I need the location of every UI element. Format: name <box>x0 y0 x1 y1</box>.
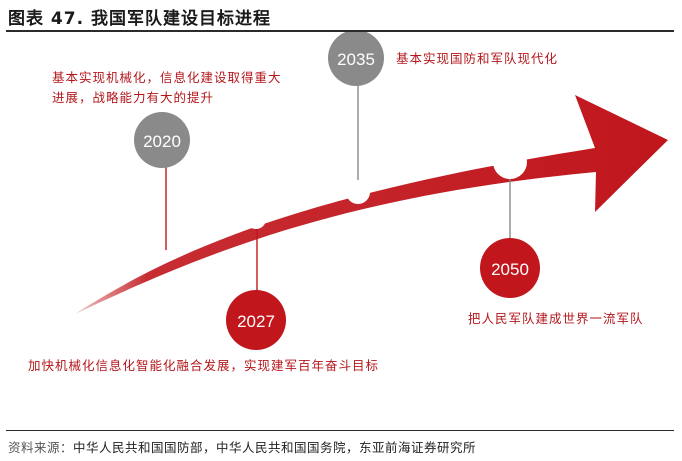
description-2050: 把人民军队建成世界一流军队 <box>468 309 644 329</box>
description-2050-line-1: 把人民军队建成世界一流军队 <box>468 311 644 326</box>
milestone-2050: 2050 <box>480 238 540 298</box>
description-2035-line-1: 基本实现国防和军队现代化 <box>396 51 559 66</box>
description-2035: 基本实现国防和军队现代化 <box>396 49 558 69</box>
description-2027-line-1: 加快机械化信息化智能化融合发展，实现建军百年奋斗目标 <box>28 358 380 373</box>
milestone-2020: 2020 <box>134 112 190 168</box>
description-2020-line-1: 基本实现机械化，信息化建设取得重大 <box>52 70 282 85</box>
source-label: 资料来源： <box>8 440 74 455</box>
marker-2035 <box>346 180 370 204</box>
year-bubble-2035 <box>328 30 384 86</box>
description-2020: 基本实现机械化，信息化建设取得重大 进展，战略能力有大的提升 <box>52 68 282 108</box>
year-label-2050: 2050 <box>491 260 529 279</box>
marker-2027 <box>246 209 266 229</box>
year-bubble-2020 <box>134 112 190 168</box>
source-note: 资料来源：中华人民共和国国防部，中华人民共和国国务院，东亚前海证券研究所 <box>8 437 476 456</box>
year-bubble-2027 <box>226 290 286 350</box>
marker-2020 <box>160 250 172 262</box>
figure-title: 图表 47. 我国军队建设目标进程 <box>8 9 271 29</box>
marker-2050 <box>493 145 527 179</box>
footer-divider <box>6 430 674 431</box>
year-label-2020: 2020 <box>143 132 181 151</box>
year-bubble-2050 <box>480 238 540 298</box>
milestone-2027: 2027 <box>226 290 286 350</box>
progress-arrow <box>75 95 668 314</box>
year-label-2027: 2027 <box>237 312 275 331</box>
description-2020-line-2: 进展，战略能力有大的提升 <box>52 90 215 105</box>
milestone-2035: 2035 <box>328 30 384 86</box>
source-text: 中华人民共和国国防部，中华人民共和国国务院，东亚前海证券研究所 <box>73 440 477 455</box>
description-2027: 加快机械化信息化智能化融合发展，实现建军百年奋斗目标 <box>28 356 379 376</box>
title-divider <box>6 30 674 32</box>
year-label-2035: 2035 <box>337 50 375 69</box>
